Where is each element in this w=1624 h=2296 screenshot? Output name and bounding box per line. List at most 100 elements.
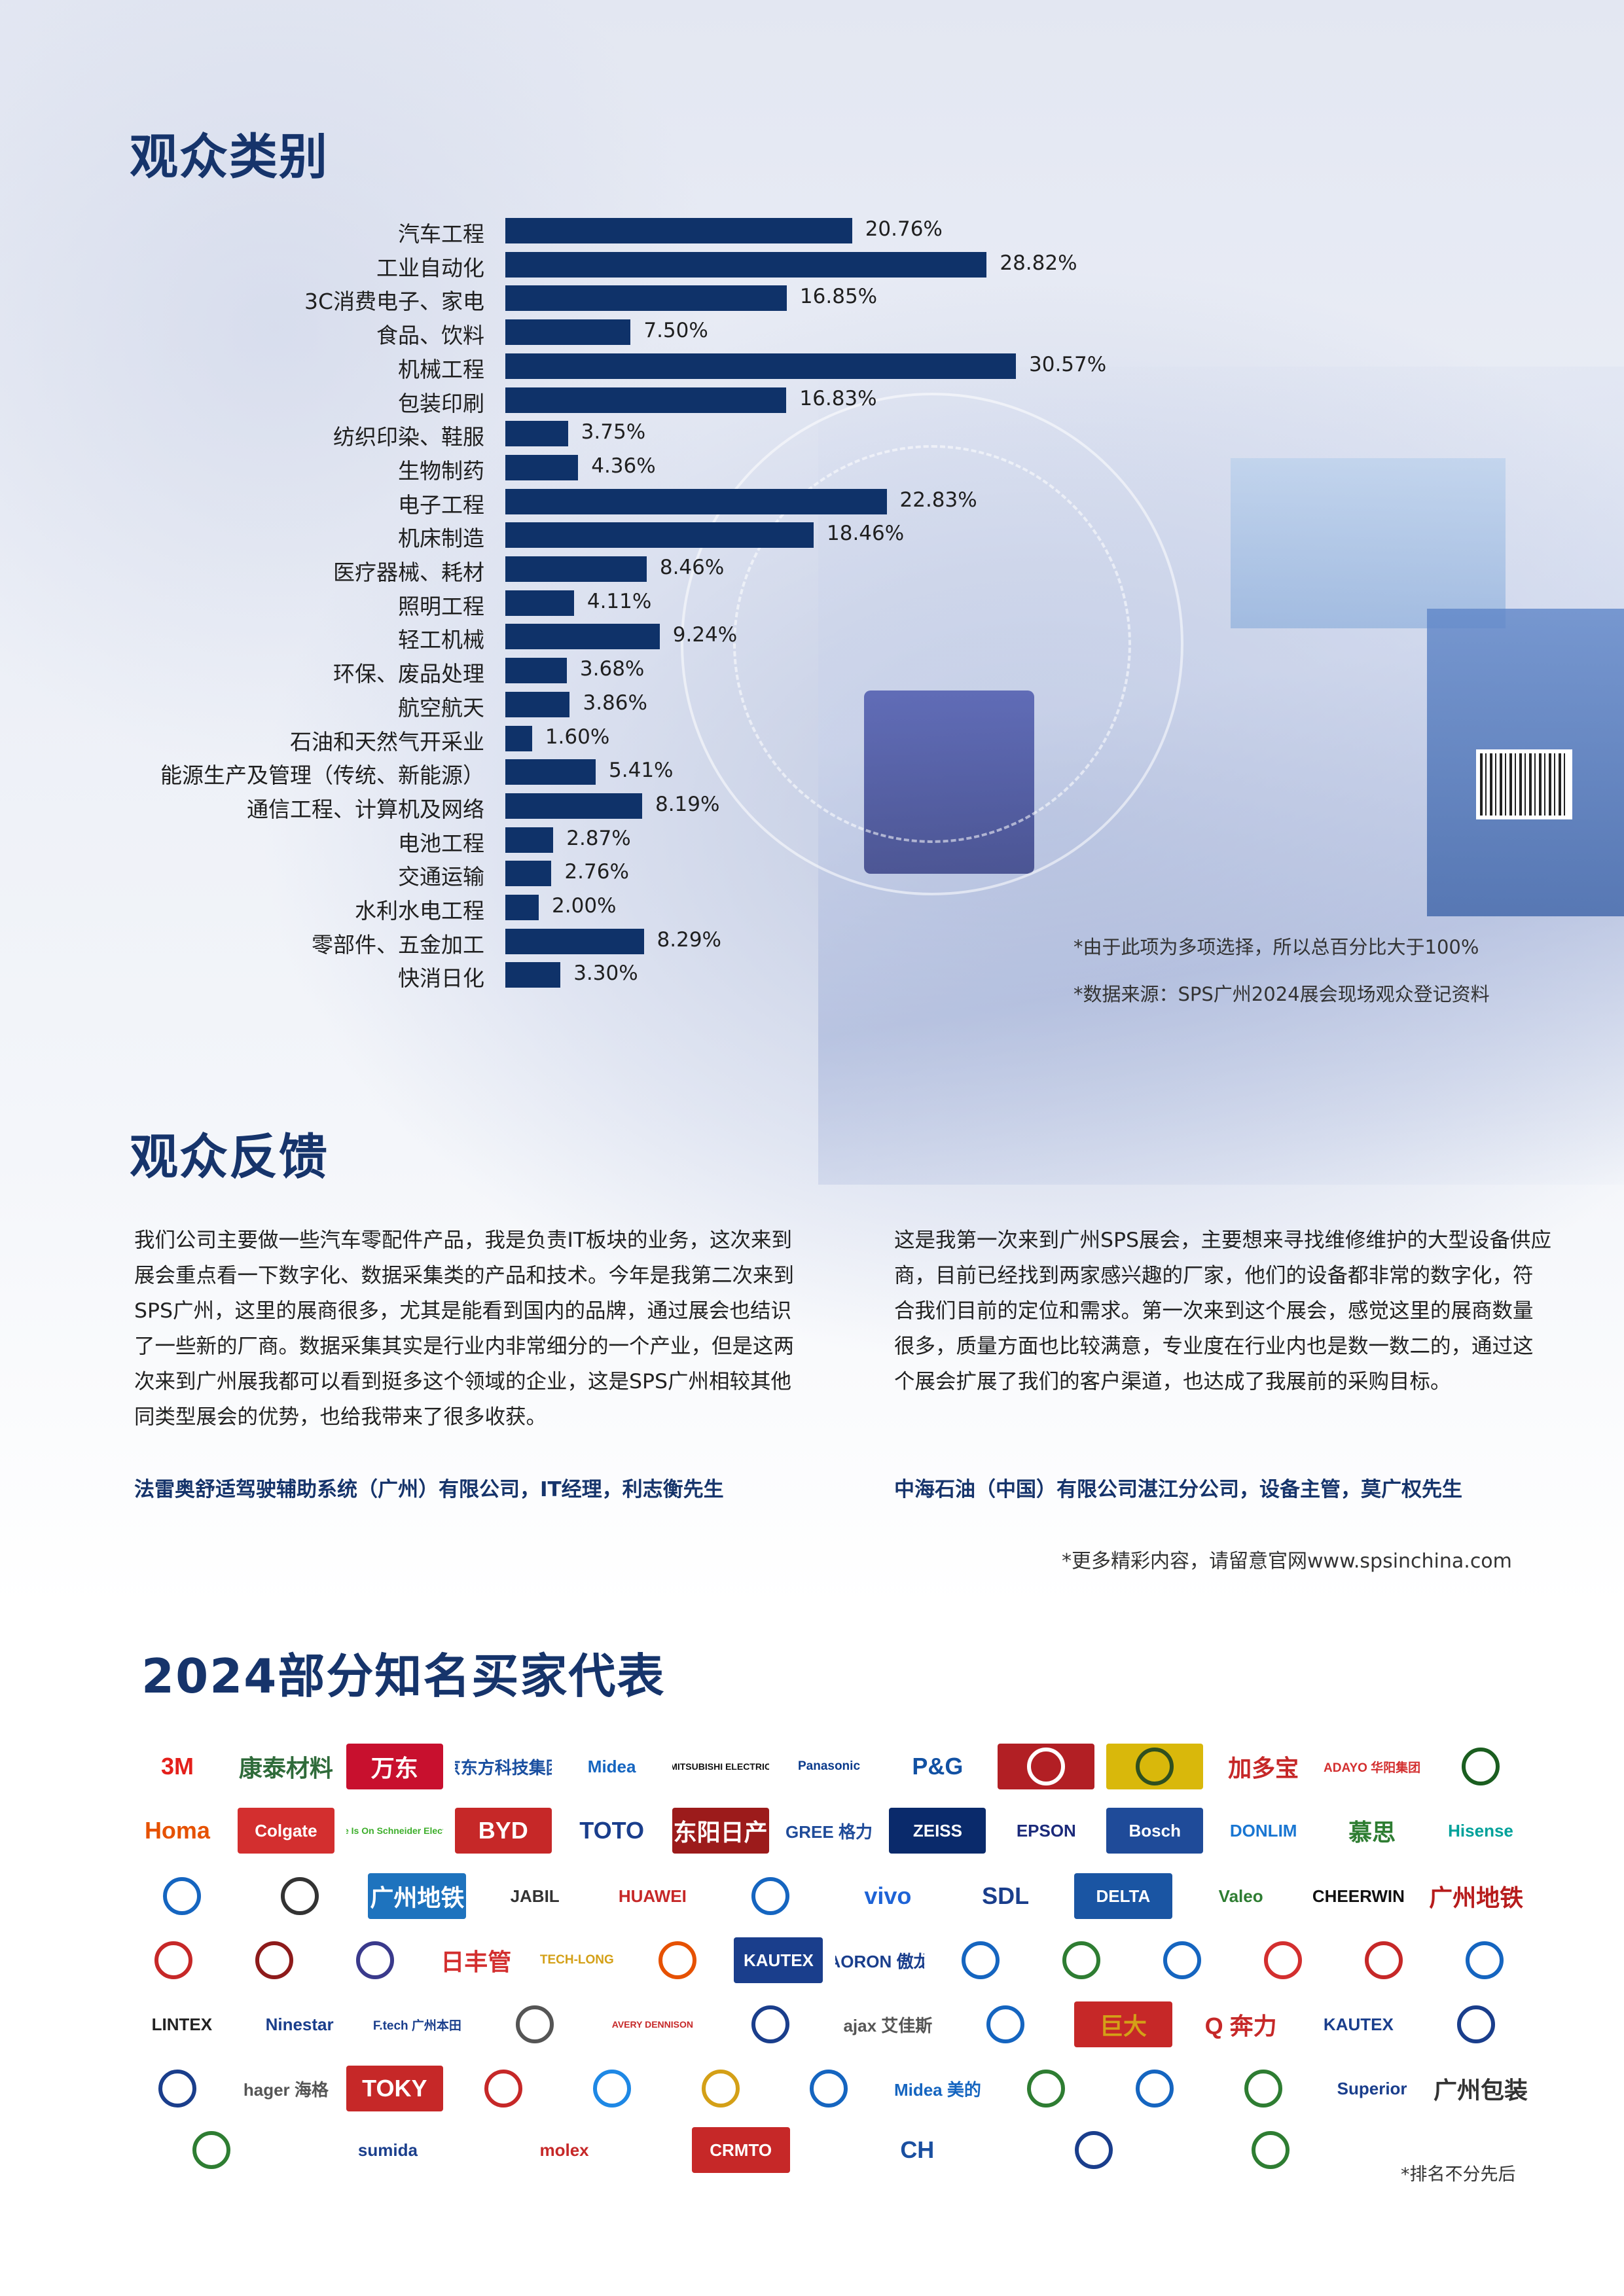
bar-value-label: 9.24% bbox=[672, 623, 738, 647]
bar bbox=[505, 522, 814, 548]
buyer-logo-text: CRMTO bbox=[710, 2140, 772, 2160]
buyer-logo-text: TOTO bbox=[579, 1817, 644, 1844]
buyer-logo-text: 广州地铁 bbox=[370, 1884, 465, 1911]
buyer-logo: SDL bbox=[956, 1873, 1055, 1919]
bar-value-label: 16.83% bbox=[799, 386, 877, 410]
buyer-logo: CH bbox=[868, 2127, 966, 2173]
buyer-logo-text: F.tech 广州本田 bbox=[372, 2018, 461, 2033]
bar-value-label: 20.76% bbox=[865, 217, 943, 241]
buyer-logo-text: hager 海格 bbox=[243, 2079, 329, 2100]
buyer-logo: Homa bbox=[129, 1808, 226, 1854]
chart-note-multiple-choice: *由于此项为多项选择，所以总百分比大于100% bbox=[1074, 936, 1479, 958]
feedback-author-2: 中海石油（中国）有限公司湛江分公司，设备主管，莫广权先生 bbox=[894, 1478, 1462, 1501]
buyer-logo bbox=[998, 1744, 1095, 1789]
buyer-logo-text: sumida bbox=[357, 2140, 418, 2160]
buyer-logo bbox=[1106, 1744, 1204, 1789]
buyer-logo: ADAYO 华阳集团 bbox=[1324, 1744, 1420, 1789]
bar bbox=[505, 488, 887, 514]
bar bbox=[505, 218, 852, 243]
buyer-logo: 康泰材料 bbox=[237, 1744, 334, 1789]
buyer-logo: 加多宝 bbox=[1215, 1744, 1312, 1789]
more-info-link-text: *更多精彩内容，请留意官网www.spsinchina.com bbox=[1062, 1550, 1512, 1573]
bar-value-label: 1.60% bbox=[545, 725, 610, 749]
buyer-logo: GREE 格力 bbox=[781, 1808, 878, 1854]
bar-category-label: 交通运输 bbox=[398, 864, 484, 890]
buyer-logo: vivo bbox=[839, 1873, 937, 1919]
bar-value-label: 2.76% bbox=[564, 860, 629, 884]
buyer-logo bbox=[998, 2066, 1094, 2111]
buyer-logo: Bosch bbox=[1106, 1808, 1204, 1854]
bar-category-label: 电子工程 bbox=[398, 492, 484, 518]
buyer-logo: F.tech 广州本田 bbox=[368, 2001, 466, 2047]
bar-value-label: 5.41% bbox=[609, 759, 674, 783]
bar-category-label: 能源生产及管理（传统、新能源） bbox=[160, 762, 484, 789]
buyer-logo-mark bbox=[280, 1877, 319, 1915]
buyer-logo bbox=[251, 1873, 349, 1919]
bar-category-label: 航空航天 bbox=[398, 694, 484, 721]
buyers-footnote: *排名不分先后 bbox=[1401, 2164, 1516, 2185]
buyer-logo bbox=[486, 2001, 584, 2047]
bar bbox=[505, 353, 1016, 379]
photo-box-light bbox=[1231, 458, 1506, 628]
bar-category-label: 工业自动化 bbox=[376, 255, 484, 281]
buyer-logo-text: EPSON bbox=[1016, 1820, 1076, 1840]
buyer-logo: molex bbox=[515, 2127, 613, 2173]
buyers-title: 2024部分知名买家代表 bbox=[141, 1649, 666, 1704]
bar-value-label: 2.00% bbox=[552, 894, 617, 918]
bar-value-label: 16.85% bbox=[799, 285, 878, 309]
buyer-logo: 东阳日产 bbox=[672, 1808, 769, 1854]
buyer-logo: TOTO bbox=[564, 1808, 660, 1854]
buyer-logo-text: 万东 bbox=[370, 1755, 418, 1782]
buyer-logo-text: P&G bbox=[912, 1753, 964, 1780]
buyer-logo: 广州包装 bbox=[1432, 2066, 1529, 2111]
buyer-logo-mark bbox=[1027, 1748, 1066, 1785]
buyer-logo: Q 奔力 bbox=[1192, 2001, 1290, 2047]
buyer-logo-text: 京东方科技集团 bbox=[455, 1757, 552, 1778]
buyer-logo bbox=[1037, 1937, 1126, 1983]
buyer-logo-text: vivo bbox=[864, 1882, 912, 1909]
buyer-logo: hager 海格 bbox=[238, 2066, 334, 2111]
buyer-logo: HUAWEI bbox=[604, 1873, 702, 1919]
buyer-logo-text: Colgate bbox=[255, 1820, 317, 1840]
bar bbox=[505, 251, 987, 278]
buyer-logo bbox=[1432, 1744, 1529, 1789]
bar-category-label: 3C消费电子、家电 bbox=[304, 289, 484, 315]
bar-value-label: 22.83% bbox=[899, 488, 977, 512]
buyer-logo-mark bbox=[1251, 2131, 1290, 2169]
buyer-logo-mark bbox=[484, 2070, 522, 2108]
buyer-logo-mark bbox=[1364, 1941, 1403, 1979]
buyer-logo bbox=[781, 2066, 878, 2111]
buyer-logo-text: ZEISS bbox=[912, 1820, 962, 1840]
buyer-logo-text: Midea 美的 bbox=[893, 2079, 981, 2100]
buyer-logo: Midea 美的 bbox=[889, 2066, 986, 2111]
buyer-logo-mark bbox=[961, 1941, 1000, 1979]
bar-category-label: 纺织印染、鞋服 bbox=[333, 424, 484, 450]
bar-value-label: 2.87% bbox=[566, 826, 631, 850]
bar-value-label: 3.75% bbox=[581, 420, 646, 444]
buyer-logo-mark bbox=[1136, 2070, 1174, 2108]
buyer-logo: TECH-LONG bbox=[532, 1937, 621, 1983]
buyer-logo-mark bbox=[751, 1877, 789, 1915]
bar-category-label: 水利水电工程 bbox=[355, 898, 484, 924]
buyer-logo-mark bbox=[1244, 2070, 1283, 2108]
buyer-logo: Colgate bbox=[237, 1808, 334, 1854]
buyer-logo: Panasonic bbox=[781, 1744, 878, 1789]
buyer-logo bbox=[633, 1937, 722, 1983]
buyer-logo-text: DONLIM bbox=[1229, 1820, 1297, 1840]
buyer-logo-text: MITSUBISHI ELECTRIC bbox=[672, 1761, 769, 1772]
buyer-logo-mark bbox=[701, 2070, 740, 2108]
bar-value-label: 30.57% bbox=[1029, 352, 1107, 376]
bar bbox=[505, 691, 570, 717]
buyer-logo-mark bbox=[516, 2005, 554, 2043]
buyer-logo-text: BYD bbox=[478, 1817, 528, 1844]
buyer-logo-text: Valeo bbox=[1218, 1886, 1263, 1906]
bar bbox=[505, 793, 642, 819]
buyer-logo-mark bbox=[1163, 1941, 1201, 1979]
barcode-graphic bbox=[1476, 749, 1572, 819]
buyer-logo: 日丰管 bbox=[431, 1937, 520, 1983]
bar-category-label: 汽车工程 bbox=[398, 221, 484, 247]
buyer-logo-text: molex bbox=[539, 2140, 589, 2160]
buyer-logo bbox=[1339, 1937, 1428, 1983]
buyer-logo: 巨大 bbox=[1074, 2001, 1172, 2047]
buyer-logo: 3M bbox=[129, 1744, 226, 1789]
